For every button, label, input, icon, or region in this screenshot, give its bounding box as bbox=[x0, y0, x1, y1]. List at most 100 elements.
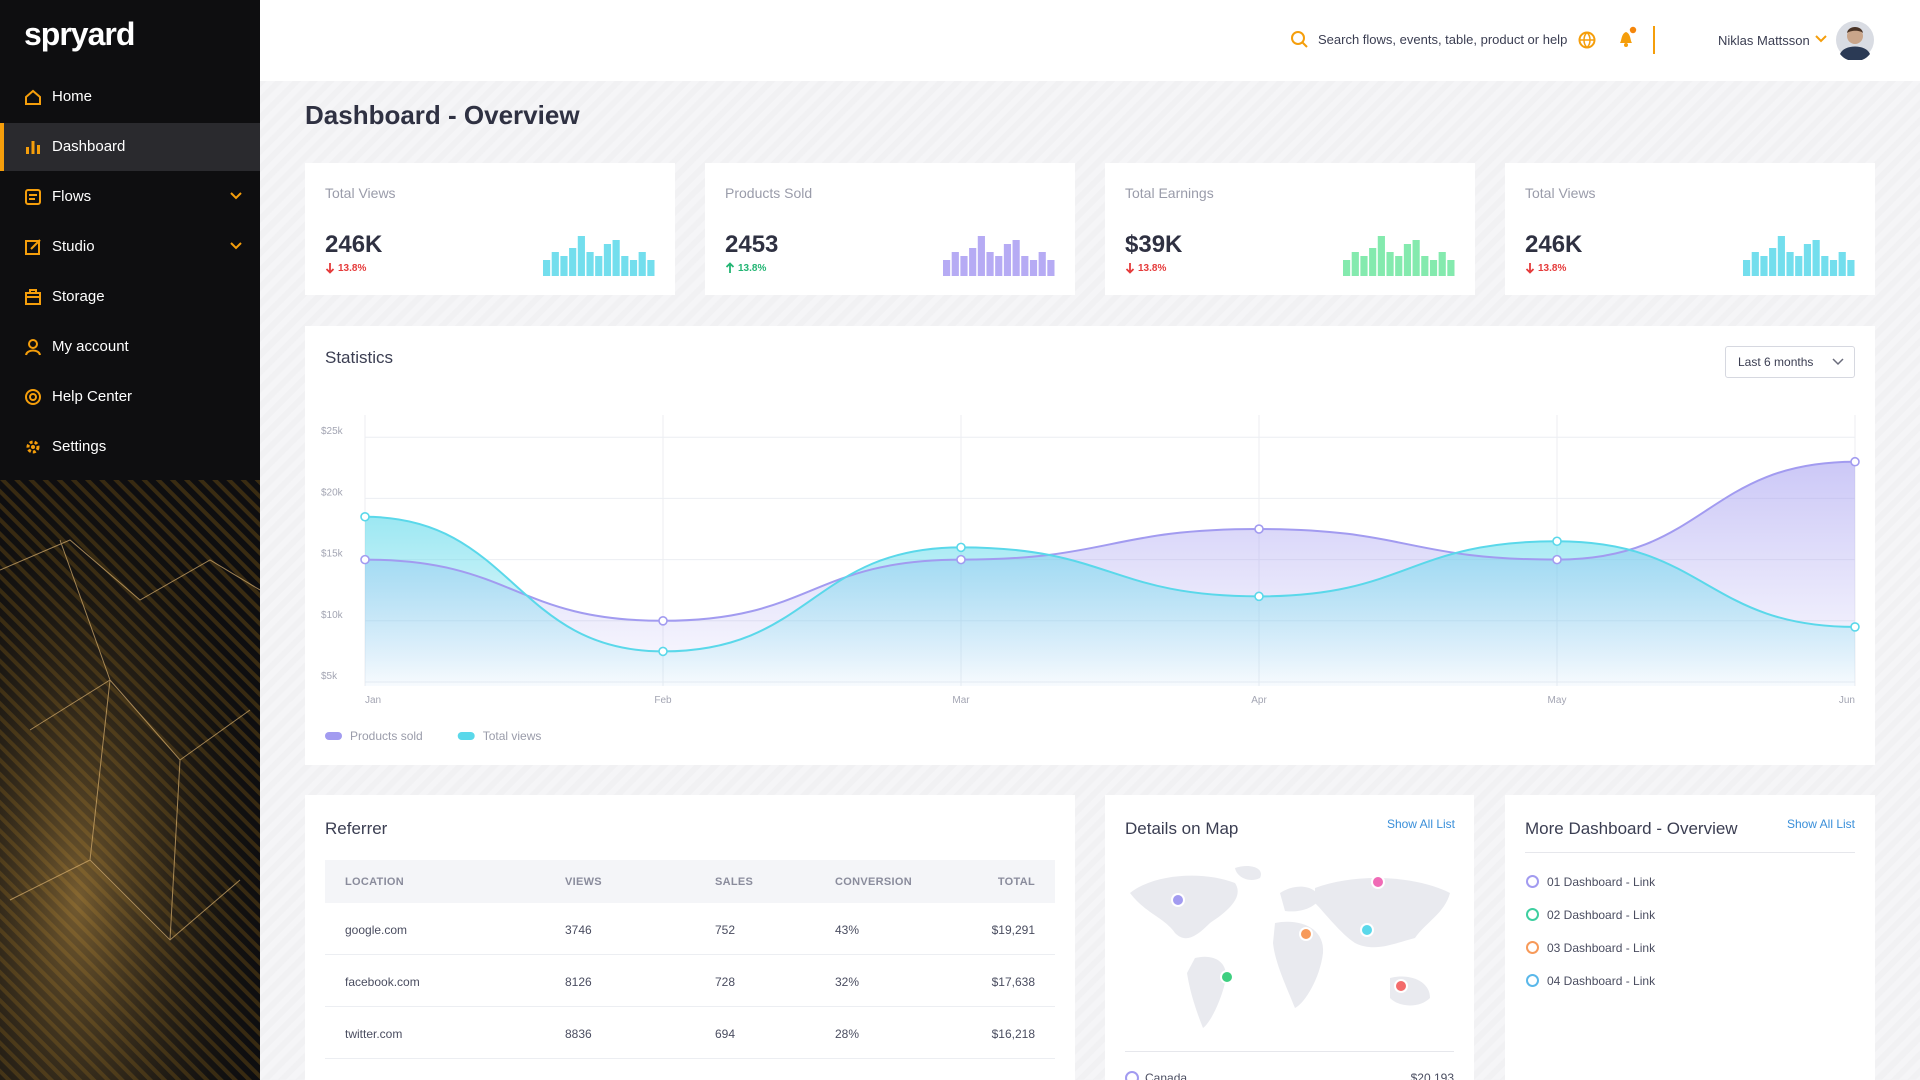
spark-bar bbox=[577, 236, 585, 276]
spark-bar bbox=[603, 244, 612, 276]
page-title: Dashboard - Overview bbox=[305, 100, 580, 130]
column-header: TOTAL bbox=[997, 876, 1035, 888]
x-tick-label: Jun bbox=[1839, 695, 1855, 706]
nav-label: My account bbox=[52, 338, 129, 355]
stat-card: Products Sold 2453 13.8% bbox=[705, 163, 1075, 295]
period-dropdown[interactable]: Last 6 months bbox=[1725, 346, 1855, 378]
spark-bar bbox=[1012, 240, 1020, 276]
spark-bar bbox=[1829, 260, 1838, 276]
spark-bar bbox=[1447, 260, 1455, 276]
nav-item[interactable]: Studio bbox=[0, 223, 260, 271]
y-tick-label: $5k bbox=[321, 671, 338, 682]
avatar[interactable] bbox=[1835, 20, 1875, 60]
dropdown-chevron bbox=[1832, 358, 1844, 366]
spark-bar bbox=[1421, 256, 1429, 276]
series-line bbox=[364, 515, 1856, 653]
data-point bbox=[658, 616, 668, 626]
spark-bar bbox=[551, 252, 559, 276]
nav-icon bbox=[25, 339, 41, 356]
spark-bar bbox=[1777, 236, 1785, 276]
divider bbox=[1525, 852, 1855, 853]
user-name[interactable]: Niklas Mattsson bbox=[1718, 33, 1810, 48]
nav-item[interactable]: Settings bbox=[0, 423, 260, 471]
table-cell: 8126 bbox=[565, 975, 592, 989]
spark-bar bbox=[569, 248, 577, 276]
spark-bar bbox=[1403, 244, 1412, 276]
stat-card: Total Earnings $39K 13.8% bbox=[1105, 163, 1475, 295]
brand-logo[interactable]: spryard bbox=[24, 16, 135, 52]
legend-label: Products sold bbox=[350, 729, 423, 743]
map-pins bbox=[1171, 875, 1408, 993]
row-divider bbox=[325, 1058, 1055, 1059]
spark-bar bbox=[1438, 252, 1446, 276]
nav-item[interactable]: Storage bbox=[0, 273, 260, 321]
table-cell: $16,218 bbox=[991, 1027, 1035, 1041]
spark-bar bbox=[560, 256, 568, 276]
map-row-label: Canada bbox=[1145, 1071, 1188, 1080]
nav-item[interactable]: Dashboard bbox=[0, 123, 260, 171]
spark-bar bbox=[1812, 240, 1820, 276]
card-change: 13.8% bbox=[738, 263, 767, 274]
spark-bar bbox=[1021, 256, 1029, 276]
search-input[interactable]: Search flows, events, table, product or … bbox=[1318, 32, 1568, 47]
nav-item[interactable]: Flows bbox=[0, 173, 260, 221]
data-point bbox=[658, 646, 668, 657]
nav-label: Studio bbox=[52, 238, 95, 255]
y-tick-label: $10k bbox=[321, 610, 344, 621]
nav-icon bbox=[25, 189, 41, 205]
panel-title: More Dashboard - Overview bbox=[1525, 819, 1738, 838]
card-change: 13.8% bbox=[1538, 263, 1567, 274]
card-title: Products Sold bbox=[725, 185, 813, 201]
dashboard-link[interactable]: 02 Dashboard - Link bbox=[1547, 908, 1656, 922]
table-cell: $19,291 bbox=[991, 923, 1035, 937]
table-cell: 3746 bbox=[565, 923, 592, 937]
language-icon[interactable] bbox=[1577, 30, 1597, 50]
sparkline bbox=[1743, 236, 1855, 276]
nav-label: Home bbox=[52, 88, 93, 105]
spark-bar bbox=[1786, 252, 1794, 276]
trend-arrow bbox=[725, 262, 735, 273]
table-header bbox=[325, 860, 1055, 903]
card-title: Total Views bbox=[1525, 185, 1596, 201]
spark-bar bbox=[986, 252, 994, 276]
data-point bbox=[360, 554, 370, 565]
trend-arrow bbox=[1125, 263, 1135, 274]
dashboard-link[interactable]: 01 Dashboard - Link bbox=[1547, 875, 1656, 889]
show-all-link[interactable]: Show All List bbox=[1386, 817, 1455, 831]
spark-bar bbox=[629, 260, 638, 276]
spark-bar bbox=[1038, 252, 1046, 276]
nav-item[interactable]: Home bbox=[0, 73, 260, 121]
card-change: 13.8% bbox=[1138, 263, 1167, 274]
row-divider bbox=[325, 1006, 1055, 1007]
notification-icon[interactable] bbox=[1616, 26, 1638, 50]
data-point bbox=[956, 554, 966, 565]
card-value: 246K bbox=[1525, 231, 1583, 258]
table-cell: $17,638 bbox=[991, 975, 1035, 989]
spark-bar bbox=[1369, 248, 1377, 276]
series-line bbox=[364, 460, 1856, 622]
spark-bar bbox=[1386, 252, 1394, 276]
nav-icon bbox=[25, 289, 41, 305]
divider bbox=[1125, 1051, 1454, 1052]
user-chevron[interactable] bbox=[1814, 34, 1828, 44]
dashboard-link[interactable]: 04 Dashboard - Link bbox=[1547, 974, 1656, 988]
nav-icon bbox=[25, 239, 41, 255]
dropdown-label: Last 6 months bbox=[1738, 355, 1814, 369]
sidebar-pattern bbox=[0, 480, 260, 1080]
spark-bar bbox=[951, 252, 959, 276]
data-point bbox=[1850, 456, 1860, 467]
dashboard-link[interactable]: 03 Dashboard - Link bbox=[1547, 941, 1656, 955]
nav-label: Settings bbox=[52, 438, 107, 455]
nav-item[interactable]: Help Center bbox=[0, 373, 260, 421]
show-all-link[interactable]: Show All List bbox=[1786, 817, 1855, 831]
nav-item[interactable]: My account bbox=[0, 323, 260, 371]
y-tick-label: $15k bbox=[321, 549, 344, 560]
table-cell: 32% bbox=[835, 975, 860, 989]
link-dot bbox=[1526, 941, 1539, 954]
data-point bbox=[1552, 554, 1562, 565]
spark-bar bbox=[1838, 252, 1846, 276]
trend-arrow bbox=[325, 263, 335, 274]
nav-icon bbox=[25, 389, 41, 405]
data-point bbox=[1254, 524, 1264, 534]
